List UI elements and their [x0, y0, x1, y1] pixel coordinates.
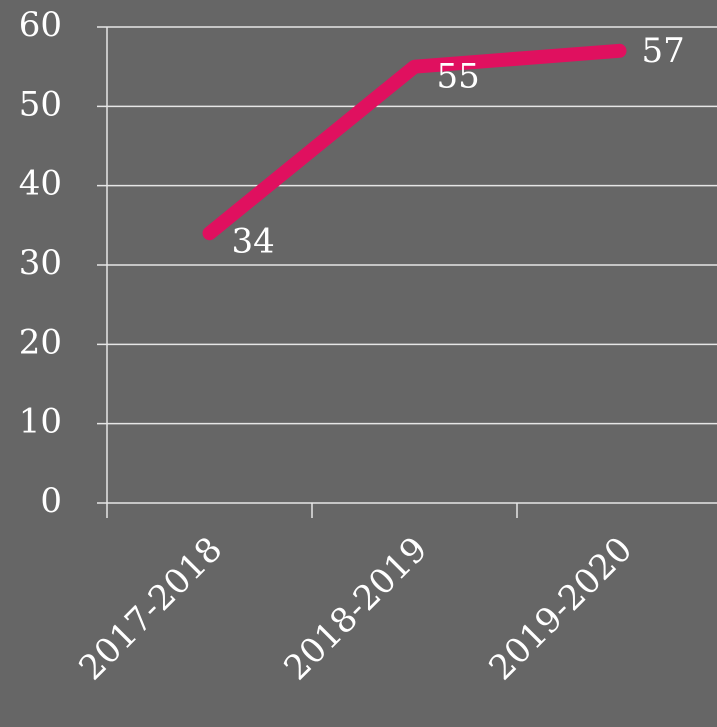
data-label: 34 — [232, 221, 275, 261]
y-tick-label: 10 — [19, 402, 62, 442]
y-tick-label: 20 — [19, 322, 62, 362]
line — [202, 43, 627, 241]
y-tick-label: 0 — [40, 481, 62, 521]
y-tick-label: 60 — [19, 5, 62, 45]
y-tick-label: 40 — [19, 164, 62, 204]
data-label: 57 — [642, 31, 685, 71]
y-tick-label: 30 — [19, 243, 62, 283]
data-label: 55 — [437, 57, 480, 97]
y-tick-label: 50 — [19, 84, 62, 124]
